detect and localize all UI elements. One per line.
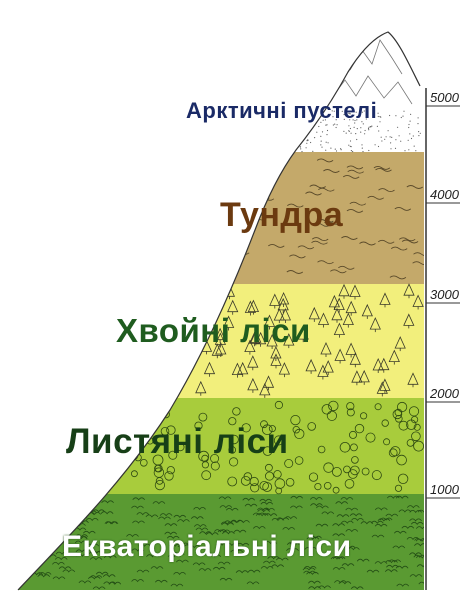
zone-label-arctic-desert: Арктичні пустелі: [186, 98, 378, 123]
tick-label-5000: 5000: [430, 90, 460, 105]
zone-band-desert: [18, 32, 424, 152]
altitude-ticks: 1000 2000 3000 4000 5000: [426, 90, 460, 499]
zone-label-coniferous-forest: Хвойні ліси: [116, 312, 311, 349]
tick-label-4000: 4000: [430, 187, 460, 202]
tick-label-1000: 1000: [430, 482, 460, 497]
mountain-outline: [17, 31, 421, 591]
zone-label-tundra: Тундра: [220, 196, 344, 234]
tick-label-3000: 3000: [430, 287, 460, 302]
tick-label-2000: 2000: [429, 386, 460, 401]
zone-label-deciduous-forest: Листяні ліси: [66, 422, 289, 461]
zone-label-equatorial-forest: Екваторіальні ліси: [62, 530, 352, 563]
